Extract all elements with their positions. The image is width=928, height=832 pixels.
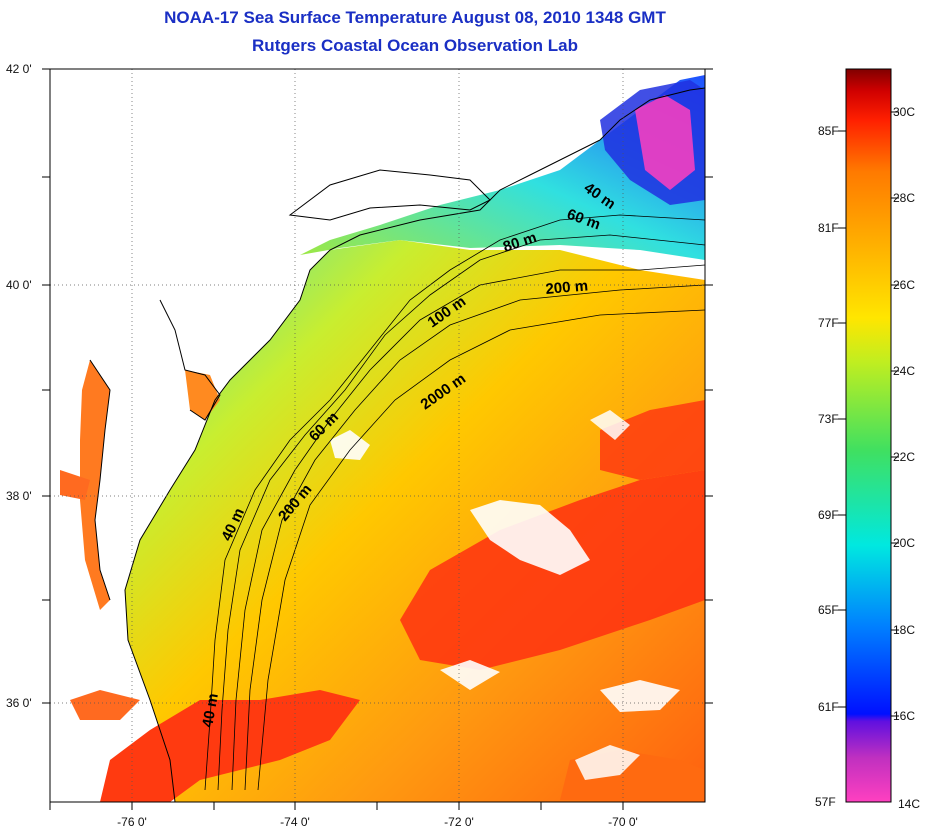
- colorbar-c-label: 20C: [893, 536, 916, 550]
- lat-label: 42 0': [6, 62, 32, 76]
- lat-label: 40 0': [6, 278, 32, 292]
- colorbar-f-label: 65F: [818, 603, 839, 617]
- colorbar-f-label: 85F: [818, 124, 839, 138]
- colorbar-f-label: 73F: [818, 412, 839, 426]
- colorbar-ticks: [838, 111, 899, 717]
- colorbar-c-label: 24C: [893, 364, 916, 378]
- colorbar-f-label: 61F: [818, 700, 839, 714]
- lon-label: -72 0': [444, 815, 474, 829]
- lat-label: 36 0': [6, 696, 32, 710]
- lon-label: -70 0': [608, 815, 638, 829]
- colorbar-f-label: 81F: [818, 221, 839, 235]
- lon-label: -74 0': [280, 815, 310, 829]
- lon-label: -76 0': [117, 815, 147, 829]
- map-title: NOAA-17 Sea Surface Temperature August 0…: [164, 8, 666, 27]
- isobath-label: 40 m: [199, 692, 222, 729]
- colorbar-c-label: 28C: [893, 191, 916, 205]
- sst-field: [60, 75, 705, 802]
- colorbar-f-label: 57F: [815, 795, 836, 809]
- coastline: [89, 87, 706, 803]
- colorbar-f-label: 69F: [818, 508, 839, 522]
- isobaths: [204, 214, 706, 791]
- axis-ticks: [42, 68, 713, 810]
- colorbar-f-label: 77F: [818, 316, 839, 330]
- colorbar-c-label: 16C: [893, 709, 916, 723]
- colorbar-c-label: 26C: [893, 278, 916, 292]
- colorbar-c-label: 18C: [893, 623, 916, 637]
- colorbar-c-label: 22C: [893, 450, 916, 464]
- colorbar-c-label: 14C: [898, 797, 921, 811]
- colorbar: [845, 68, 892, 803]
- isobath-label: 200 m: [545, 277, 589, 298]
- map-subtitle: Rutgers Coastal Ocean Observation Lab: [252, 36, 578, 55]
- lat-label: 38 0': [6, 489, 32, 503]
- colorbar-c-label: 30C: [893, 105, 916, 119]
